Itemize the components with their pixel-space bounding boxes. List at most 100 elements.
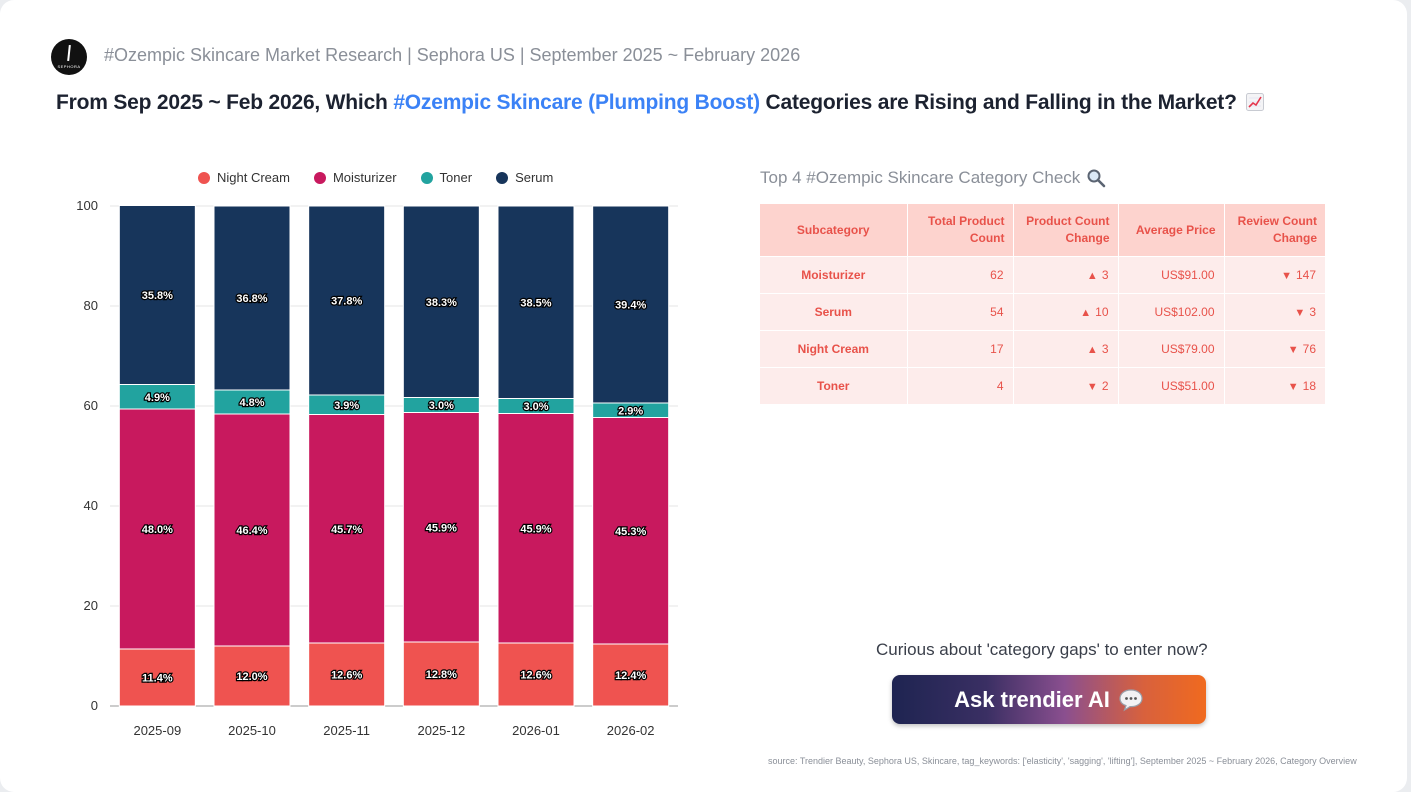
arrow-up-icon: ▲ (1086, 344, 1098, 356)
cell-average-price: US$91.00 (1118, 256, 1225, 294)
cell-average-price: US$51.00 (1118, 367, 1225, 404)
data-label: 45.7% (331, 524, 362, 536)
cell-subcategory: Toner (760, 367, 908, 404)
data-label: 3.9% (334, 400, 359, 412)
bar-segment (497, 413, 575, 644)
cell-total-product-count: 4 (907, 367, 1014, 404)
legend-swatch (496, 171, 509, 184)
data-label: 35.8% (142, 290, 173, 302)
change-value: 3 (1309, 305, 1316, 319)
legend-item[interactable]: Night Cream (198, 170, 290, 185)
change-value: 147 (1295, 268, 1316, 282)
data-label: 4.8% (239, 397, 264, 409)
bar-segment (402, 641, 480, 707)
legend-swatch (420, 171, 433, 184)
legend-swatch (313, 171, 326, 184)
data-label: 12.6% (331, 670, 362, 682)
legend-item[interactable]: Toner (420, 170, 472, 185)
bar-segment (308, 205, 386, 396)
bar-segment (592, 643, 670, 707)
data-label: 38.5% (520, 297, 551, 309)
data-label: 39.4% (615, 300, 646, 312)
cell-subcategory: Moisturizer (760, 256, 908, 294)
bar-segment (592, 417, 670, 645)
data-label: 45.9% (426, 522, 457, 534)
cell-product-count-change: ▲ 3 (1013, 330, 1119, 368)
legend-item[interactable]: Serum (496, 170, 553, 185)
change-value: 3 (1101, 268, 1109, 282)
arrow-down-icon: ▼ (1281, 270, 1292, 282)
arrow-up-icon: ▲ (1086, 270, 1098, 282)
arrow-down-icon: ▼ (1086, 381, 1098, 393)
bar-segment (118, 648, 196, 707)
stacked-bar-chart: 0 20 40 60 80 100 11.4% 48.0% 4.9% 35.8% 2025-09 12… (76, 198, 678, 738)
bar-segment (118, 205, 196, 385)
header-average-price: Average Price (1118, 204, 1225, 257)
bar-segment (402, 412, 480, 643)
cta-prompt: Curious about 'category gaps' to enter n… (876, 640, 1208, 659)
sephora-logo: SEPHORA (51, 39, 87, 75)
table-title-text: Top 4 #Ozempic Skincare Category Check (760, 168, 1081, 187)
change-value: 2 (1101, 379, 1109, 393)
arrow-down-icon: ▼ (1294, 307, 1306, 319)
cta-button-label: Ask trendier AI (954, 686, 1110, 712)
data-label: 48.0% (142, 524, 173, 536)
arrow-up-icon: ▲ (1080, 307, 1092, 319)
x-tick-label: 2025-10 (228, 723, 276, 738)
magnifier-icon (1087, 169, 1106, 188)
chart-increasing-icon (1246, 93, 1265, 111)
cell-average-price: US$102.00 (1118, 293, 1225, 331)
table-row: Moisturizer 62 ▲ 3 US$91.00 ▼ 147 (760, 256, 1325, 294)
y-tick-label: 20 (84, 598, 98, 613)
table-row: Toner 4 ▼ 2 US$51.00 ▼ 18 (760, 367, 1325, 404)
bar-segment (308, 414, 386, 644)
change-value: 10 (1095, 305, 1109, 319)
cell-product-count-change: ▼ 2 (1013, 367, 1119, 404)
cell-total-product-count: 17 (907, 330, 1014, 368)
headline-prefix: From Sep 2025 ~ Feb 2026, Which (56, 91, 394, 114)
arrow-down-icon: ▼ (1287, 381, 1299, 393)
bar-segment (497, 642, 575, 707)
bar-segment (213, 389, 291, 415)
table-row: Night Cream 17 ▲ 3 US$79.00 ▼ 76 (760, 330, 1325, 368)
table-title: Top 4 #Ozempic Skincare Category Check (760, 168, 1106, 188)
data-label: 38.3% (426, 297, 457, 309)
cell-product-count-change: ▲ 3 (1013, 256, 1119, 294)
change-value: 18 (1302, 379, 1316, 393)
table-header-row: Subcategory Total Product Count Product … (760, 204, 1325, 257)
headline-suffix: Categories are Rising and Falling in the… (759, 91, 1237, 114)
cell-review-count-change: ▼ 147 (1224, 256, 1325, 294)
legend-item[interactable]: Moisturizer (313, 170, 397, 185)
data-label: 4.9% (145, 392, 170, 404)
y-tick-label: 60 (84, 398, 98, 413)
bar-segment (213, 205, 291, 391)
cell-subcategory: Serum (760, 293, 908, 331)
data-label: 11.4% (142, 673, 173, 685)
legend-label: Serum (515, 170, 554, 185)
legend-swatch (198, 171, 210, 184)
data-label: 46.4% (236, 525, 267, 537)
y-tick-label: 80 (84, 298, 98, 313)
data-label: 3.0% (523, 401, 548, 413)
data-label: 36.8% (236, 293, 267, 305)
cell-review-count-change: ▼ 76 (1224, 330, 1325, 368)
category-table: Subcategory Total Product Count Product … (760, 204, 1325, 404)
data-label: 2.9% (618, 405, 643, 417)
cell-product-count-change: ▲ 10 (1013, 293, 1119, 331)
cell-review-count-change: ▼ 3 (1224, 293, 1325, 331)
bar-segment (497, 205, 575, 399)
header-product-count-change: Product Count Change (1013, 204, 1119, 257)
headline-highlight: #Ozempic Skincare (Plumping Boost) (393, 91, 760, 114)
bar-segment (213, 645, 291, 707)
speech-bubble-icon (1119, 688, 1143, 711)
cell-total-product-count: 62 (907, 256, 1014, 294)
ask-trendier-ai-button[interactable]: Ask trendier AI (892, 675, 1206, 724)
data-label: 45.9% (520, 523, 551, 535)
table-row: Serum 54 ▲ 10 US$102.00 ▼ 3 (760, 293, 1325, 331)
x-tick-label: 2026-02 (607, 723, 655, 738)
report-subtitle: #Ozempic Skincare Market Research | Seph… (104, 45, 801, 65)
bar-segment (118, 408, 196, 650)
bar-segment (213, 413, 291, 647)
change-value: 3 (1101, 342, 1109, 356)
